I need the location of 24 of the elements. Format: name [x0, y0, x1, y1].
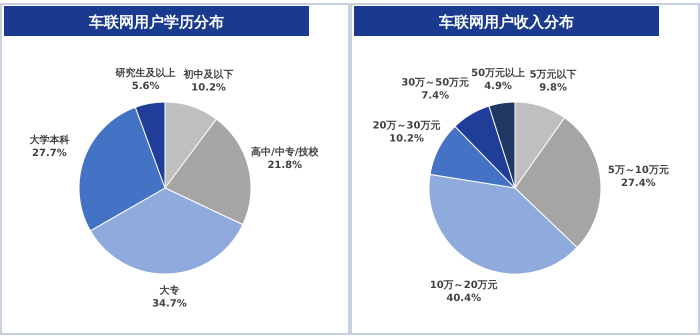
slice-label: 高中/中专/技校 [251, 146, 320, 158]
slice-label: 30万～50万元 [401, 76, 470, 88]
data-label: 4.9% [484, 80, 512, 92]
slice-label: 5万元以下 [530, 68, 577, 80]
data-label: 21.8% [267, 160, 302, 172]
slice-label: 大学本科 [28, 134, 70, 146]
data-label: 40.4% [446, 293, 482, 304]
data-label: 27.7% [32, 148, 67, 159]
data-label: 34.7% [152, 298, 187, 310]
slice-label: 初中及以下 [182, 68, 234, 81]
data-label: 10.2% [389, 134, 424, 145]
data-label: 27.4% [621, 178, 656, 190]
data-label: 5.6% [132, 80, 160, 92]
data-label: 9.8% [539, 82, 568, 94]
slice-label: 大专 [158, 284, 180, 297]
chart-title: 车联网用户收入分布 [438, 13, 574, 31]
slice-label: 50万元以上 [471, 66, 526, 79]
slice-label: 研究生及以上 [114, 66, 176, 79]
slice-label: 20万～30万元 [372, 120, 440, 132]
data-label: 7.4% [421, 90, 450, 102]
slice-label: 10万～20万元 [430, 279, 498, 292]
chart-title: 车联网用户学历分布 [88, 13, 224, 31]
slice-label: 5万～10万元 [608, 164, 669, 176]
data-label: 10.2% [191, 82, 226, 94]
